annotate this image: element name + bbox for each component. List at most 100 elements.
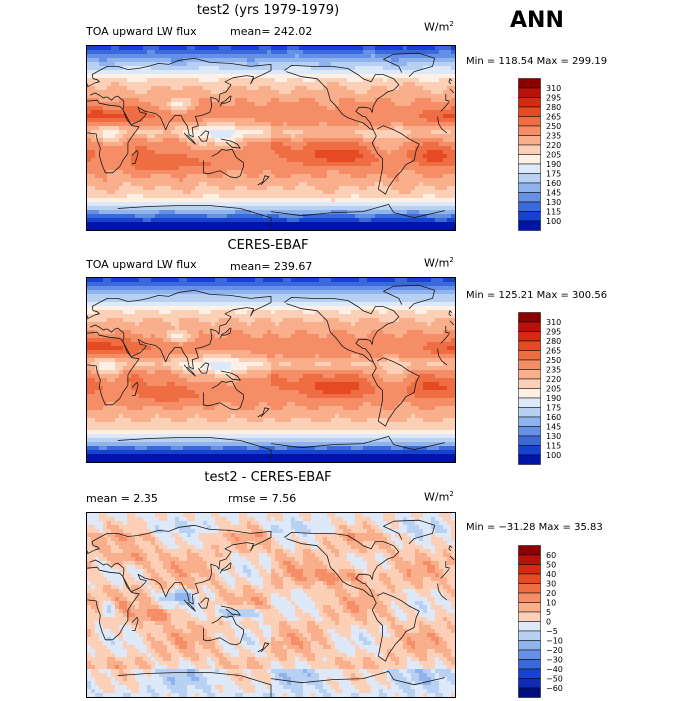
field-cell	[307, 158, 312, 163]
field-cell	[383, 94, 388, 99]
field-cell	[243, 150, 248, 155]
field-cell	[391, 66, 396, 71]
field-cell	[327, 82, 332, 87]
field-cell	[243, 82, 248, 87]
field-cell	[251, 170, 256, 175]
field-cell	[107, 302, 112, 307]
field-cell	[203, 70, 208, 75]
colorbar-box	[518, 144, 541, 155]
field-cell	[331, 298, 336, 303]
field-cell	[435, 130, 440, 135]
field-cell	[419, 146, 424, 151]
field-cell	[191, 162, 196, 167]
field-cell	[331, 122, 336, 127]
field-cell	[363, 150, 368, 155]
field-cell	[175, 138, 180, 143]
field-cell	[319, 94, 324, 99]
field-cell	[175, 94, 180, 99]
field-cell	[91, 306, 96, 311]
field-cell	[323, 118, 328, 123]
field-cell	[399, 54, 404, 59]
field-cell	[135, 46, 140, 51]
field-cell	[367, 66, 372, 71]
field-cell	[371, 58, 376, 63]
field-cell	[199, 78, 204, 83]
field-cell	[99, 86, 104, 91]
field-cell	[183, 94, 188, 99]
panel-1-map	[86, 45, 456, 231]
field-cell	[211, 174, 216, 179]
field-cell	[271, 214, 276, 219]
field-cell	[91, 190, 96, 195]
field-cell	[171, 186, 176, 191]
field-cell	[291, 298, 296, 303]
field-cell	[135, 126, 140, 131]
field-cell	[247, 286, 252, 291]
field-cell	[375, 54, 380, 59]
field-cell	[275, 90, 280, 95]
field-cell	[159, 134, 164, 139]
field-cell	[299, 70, 304, 75]
field-cell	[135, 198, 140, 203]
field-cell	[91, 174, 96, 179]
field-cell	[167, 90, 172, 95]
field-cell	[247, 154, 252, 159]
field-cell	[291, 142, 296, 147]
field-cell	[139, 178, 144, 183]
field-cell	[311, 50, 316, 55]
field-cell	[367, 190, 372, 195]
field-cell	[215, 54, 220, 59]
field-cell	[423, 294, 428, 299]
field-cell	[183, 86, 188, 91]
field-cell	[451, 194, 455, 199]
field-cell	[263, 154, 268, 159]
field-cell	[167, 178, 172, 183]
field-cell	[163, 118, 168, 123]
field-cell	[119, 194, 124, 199]
field-cell	[283, 218, 288, 223]
field-cell	[343, 286, 348, 291]
field-cell	[127, 146, 132, 151]
field-cell	[435, 74, 440, 79]
field-cell	[99, 150, 104, 155]
field-cell	[123, 210, 128, 215]
field-cell	[159, 218, 164, 223]
field-cell	[255, 166, 260, 171]
field-cell	[407, 146, 412, 151]
field-cell	[319, 58, 324, 63]
field-cell	[319, 186, 324, 191]
field-cell	[323, 290, 328, 295]
field-cell	[299, 290, 304, 295]
field-cell	[183, 110, 188, 115]
field-cell	[399, 282, 404, 287]
field-cell	[423, 82, 428, 87]
field-cell	[267, 98, 272, 103]
field-cell	[111, 298, 116, 303]
field-cell	[351, 206, 356, 211]
field-cell	[103, 298, 108, 303]
field-cell	[227, 178, 232, 183]
field-cell	[151, 62, 156, 67]
field-cell	[295, 286, 300, 291]
field-cell	[279, 82, 284, 87]
field-cell	[179, 98, 184, 103]
field-cell	[423, 114, 428, 119]
field-cell	[367, 138, 372, 143]
field-cell	[327, 118, 332, 123]
field-cell	[311, 102, 316, 107]
field-cell	[319, 298, 324, 303]
field-cell	[195, 46, 200, 51]
field-cell	[299, 170, 304, 175]
field-cell	[271, 194, 276, 199]
field-cell	[367, 94, 372, 99]
field-cell	[347, 186, 352, 191]
field-cell	[247, 282, 252, 287]
field-cell	[319, 170, 324, 175]
field-cell	[123, 46, 128, 51]
field-cell	[227, 302, 232, 307]
field-cell	[375, 194, 380, 199]
field-cell	[403, 166, 408, 171]
field-cell	[259, 146, 264, 151]
field-cell	[155, 306, 160, 311]
field-cell	[447, 294, 452, 299]
